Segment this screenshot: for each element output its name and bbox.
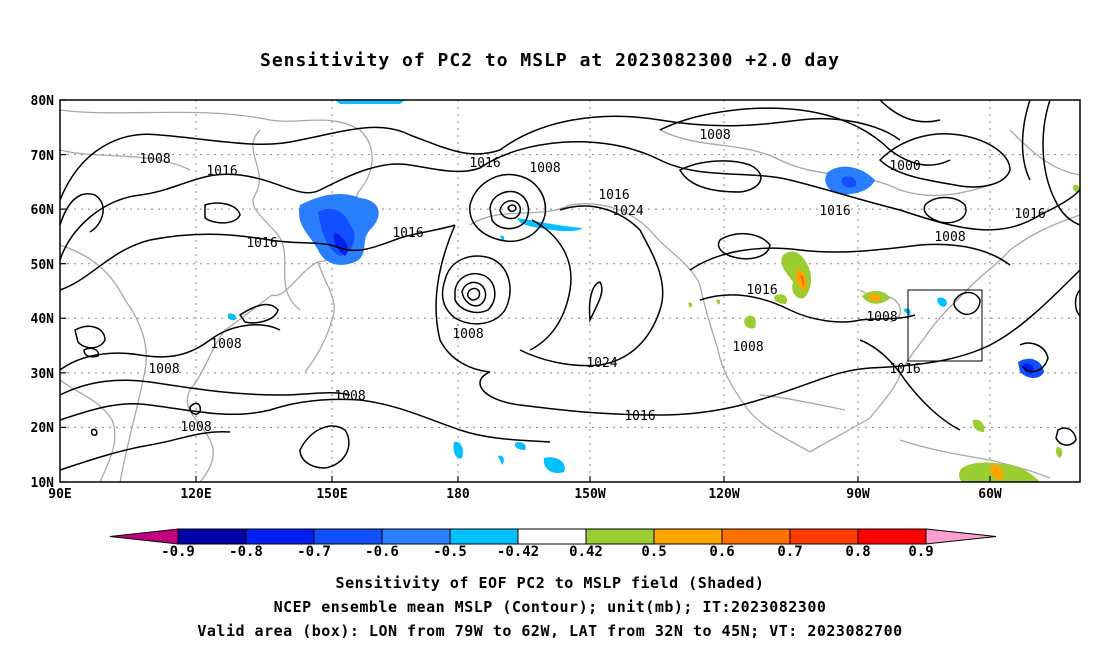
- contour-label: 1008: [866, 310, 897, 325]
- colorbar-bin: [177, 528, 247, 545]
- contour-label: 1016: [206, 164, 237, 179]
- chart-title: Sensitivity of PC2 to MSLP at 2023082300…: [259, 50, 840, 71]
- map-frame: [59, 99, 1081, 483]
- contour-label: 1016: [889, 362, 920, 377]
- lon-label: 150W: [574, 487, 605, 502]
- mslp-contours: [59, 99, 1081, 471]
- colorbar-label: -0.6: [365, 544, 399, 560]
- colorbar-label: 0.6: [709, 544, 734, 560]
- contour-label: 1016: [746, 283, 777, 298]
- contour-label: 1008: [148, 362, 179, 377]
- colorbar-bin: [857, 528, 927, 545]
- lat-label: 40N: [31, 312, 55, 327]
- colorbar-bin: [517, 528, 587, 545]
- contour-label: 1008: [334, 389, 365, 404]
- lon-label: 120E: [180, 487, 211, 502]
- caption-valid-area: Valid area (box): LON from 79W to 62W, L…: [197, 622, 903, 640]
- contour-label: 1024: [612, 204, 643, 219]
- contour-label: 1016: [598, 188, 629, 203]
- lat-label: 10N: [31, 476, 55, 491]
- contour-label: 1008: [139, 152, 170, 167]
- lon-label: 60W: [978, 487, 1002, 502]
- contour-label: 1016: [392, 226, 423, 241]
- colorbar-bin: [381, 528, 451, 545]
- colorbar-over-triangle: [925, 528, 997, 545]
- colorbar-label: 0.9: [908, 544, 933, 560]
- contour-label: 1024: [586, 356, 617, 371]
- contour-label: 1008: [529, 161, 560, 176]
- lat-label: 60N: [31, 203, 55, 218]
- contour-label: 1000: [889, 159, 920, 174]
- lon-label: 120W: [708, 487, 739, 502]
- valid-area-box: [907, 289, 983, 362]
- lat-label: 80N: [31, 94, 55, 109]
- contour-label: 1008: [452, 327, 483, 342]
- colorbar-bin: [585, 528, 655, 545]
- colorbar-bin: [721, 528, 791, 545]
- caption-contour: NCEP ensemble mean MSLP (Contour); unit(…: [273, 598, 827, 616]
- contour-label: 1008: [210, 337, 241, 352]
- axis-ticks: [60, 99, 991, 483]
- colorbar-label: -0.7: [297, 544, 331, 560]
- contour-label: 1008: [699, 128, 730, 143]
- lon-label: 150E: [316, 487, 347, 502]
- colorbar-labels: -0.9 -0.8 -0.7 -0.6 -0.5 -0.42 0.42 0.5 …: [161, 544, 934, 560]
- contour-label: 1016: [819, 204, 850, 219]
- contour-label: 1008: [180, 420, 211, 435]
- lat-label: 30N: [31, 367, 55, 382]
- lon-label: 90E: [48, 487, 71, 502]
- lat-label: 70N: [31, 149, 55, 164]
- colorbar-label: -0.5: [433, 544, 467, 560]
- colorbar-label: -0.8: [229, 544, 263, 560]
- lat-label: 20N: [31, 421, 55, 436]
- colorbar-label: 0.42: [569, 544, 603, 560]
- sensitivity-shading: [227, 100, 1080, 482]
- contour-label: 1016: [1014, 207, 1045, 222]
- longitude-labels: 90E 120E 150E 180 150W 120W 90W 60W: [48, 487, 1002, 502]
- contour-labels: 1008 1016 1008 1016 1016 1016 1008 1024 …: [139, 128, 1045, 435]
- latitude-labels: 80N 70N 60N 50N 40N 30N 20N 10N: [31, 94, 55, 491]
- colorbar: [109, 528, 997, 545]
- contour-label: 1016: [624, 409, 655, 424]
- lat-label: 50N: [31, 258, 55, 273]
- contour-label: 1016: [469, 156, 500, 171]
- colorbar-label: -0.42: [497, 544, 539, 560]
- colorbar-bin: [653, 528, 723, 545]
- colorbar-bin: [245, 528, 315, 545]
- contour-label: 1008: [732, 340, 763, 355]
- colorbar-label: 0.5: [641, 544, 666, 560]
- colorbar-bin: [313, 528, 383, 545]
- lon-label: 180: [446, 487, 470, 502]
- colorbar-bin: [449, 528, 519, 545]
- colorbar-label: 0.8: [845, 544, 870, 560]
- caption-shading: Sensitivity of EOF PC2 to MSLP field (Sh…: [335, 574, 765, 592]
- colorbar-label: -0.9: [161, 544, 195, 560]
- contour-label: 1016: [246, 236, 277, 251]
- colorbar-label: 0.7: [777, 544, 802, 560]
- contour-label: 1008: [934, 230, 965, 245]
- colorbar-bin: [789, 528, 859, 545]
- lon-label: 90W: [846, 487, 870, 502]
- colorbar-under-triangle: [109, 528, 179, 545]
